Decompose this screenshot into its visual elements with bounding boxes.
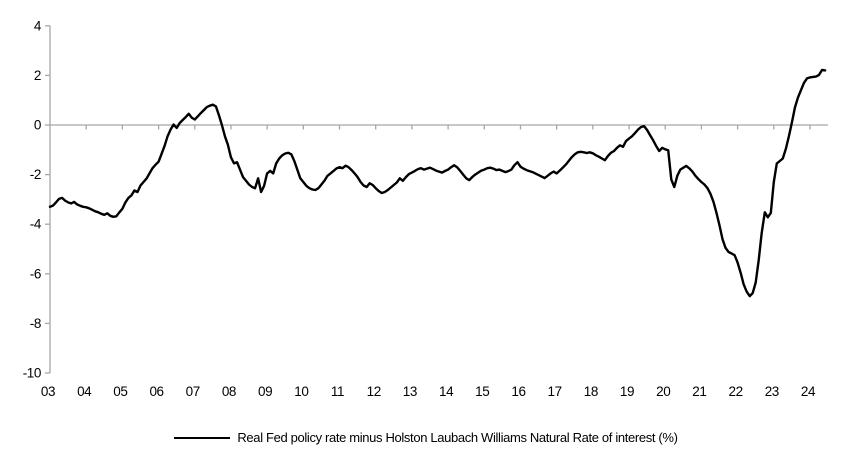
series-line [48,68,827,298]
legend-line-swatch [174,436,231,439]
y-tick-label: 0 [34,118,41,133]
x-tick-label: 08 [222,384,236,399]
x-tick-label: 19 [620,384,634,399]
y-tick-label: -6 [30,266,41,281]
x-tick-label: 05 [113,384,127,399]
y-tick-label: -2 [30,167,41,182]
legend: Real Fed policy rate minus Holston Lauba… [0,430,852,445]
x-tick-label: 12 [367,384,381,399]
x-tick-label: 23 [765,384,779,399]
y-tick-label: -4 [30,217,42,232]
x-tick-label: 20 [656,384,670,399]
x-tick-label: 17 [548,384,562,399]
x-tick-label: 24 [801,384,816,399]
y-tick-label: 2 [34,68,41,83]
x-tick-label: 21 [692,384,706,399]
legend-label: Real Fed policy rate minus Holston Lauba… [237,430,678,445]
x-tick-label: 14 [439,384,454,399]
y-tick-label: 4 [34,18,42,33]
x-tick-label: 22 [729,384,743,399]
x-tick-label: 18 [584,384,598,399]
x-tick-label: 06 [149,384,163,399]
x-tick-label: 09 [258,384,272,399]
y-tick-label: -10 [23,366,41,381]
x-tick-label: 13 [403,384,417,399]
x-tick-label: 04 [77,384,92,399]
x-tick-label: 03 [41,384,55,399]
x-tick-label: 10 [294,384,308,399]
x-tick-label: 15 [475,384,489,399]
x-tick-label: 11 [331,384,344,399]
x-tick-label: 16 [511,384,525,399]
x-tick-label: 07 [186,384,200,399]
y-tick-label: -8 [30,316,41,331]
